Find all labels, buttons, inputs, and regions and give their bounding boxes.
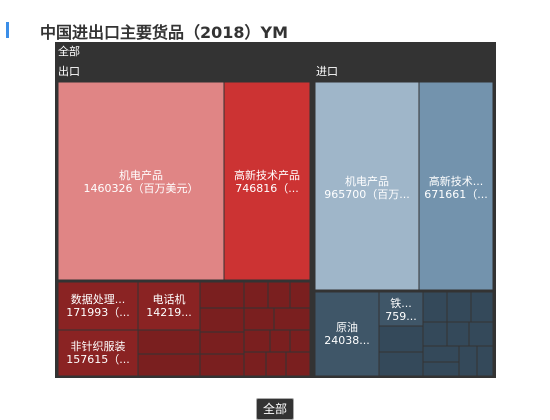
tile-label-value: 24038... [324, 334, 369, 347]
tile-export-small[interactable] [137, 329, 201, 355]
tile-import-small[interactable] [378, 351, 424, 377]
tile-label-value: 671661（... [424, 188, 487, 201]
tile-export-small[interactable] [243, 307, 275, 331]
tile-import-small[interactable] [470, 291, 494, 323]
tile-import-small[interactable] [446, 291, 472, 323]
tile-label-value: 759... [385, 310, 417, 323]
tile-label-name: 原油 [336, 320, 358, 334]
tile-import-0[interactable] [314, 81, 420, 291]
tile-export-4[interactable] [57, 329, 139, 377]
tile-export-small[interactable] [267, 281, 291, 309]
tile-label-name: 机电产品 [345, 174, 389, 188]
tile-label-name: 非针织服装 [71, 339, 126, 353]
tile-label-value: 14219... [146, 306, 191, 319]
tile-label-name: 机电产品 [119, 168, 163, 182]
tile-export-1[interactable] [223, 81, 311, 281]
tile-label-name: 高新技术产品 [234, 168, 300, 182]
tile-import-small[interactable] [458, 345, 478, 377]
tile-export-small[interactable] [285, 351, 311, 377]
tile-import-small[interactable] [378, 325, 424, 353]
tile-export-2[interactable] [57, 281, 139, 331]
tile-export-small[interactable] [265, 351, 287, 377]
tile-label-value: 157615（... [66, 353, 129, 366]
tile-export-small[interactable] [137, 353, 201, 377]
title-accent-bar [6, 22, 9, 38]
tile-label-value: 1460326（百万美元） [84, 182, 199, 195]
tile-import-small[interactable] [422, 321, 448, 347]
tile-label-name: 铁... [390, 297, 412, 310]
tile-export-small[interactable] [243, 351, 267, 377]
tile-import-small[interactable] [422, 361, 460, 377]
group-label-import: 进口 [316, 65, 338, 78]
tile-export-small[interactable] [243, 329, 271, 353]
tile-export-small[interactable] [289, 281, 311, 309]
tile-export-small[interactable] [199, 353, 245, 377]
tile-export-small[interactable] [269, 329, 291, 353]
root-label: 全部 [58, 44, 80, 58]
tile-label-value: 171993（... [66, 306, 129, 319]
tile-export-small[interactable] [289, 329, 311, 353]
tile-label-name: 高新技术... [429, 174, 484, 188]
tile-import-small[interactable] [422, 345, 460, 363]
tile-import-small[interactable] [468, 321, 494, 347]
tile-export-0[interactable] [57, 81, 225, 281]
tile-export-small[interactable] [273, 307, 311, 331]
tile-export-small[interactable] [199, 307, 245, 333]
tile-export-small[interactable] [199, 281, 245, 309]
tile-import-small[interactable] [422, 291, 448, 323]
chart-title: 中国进出口主要货品（2018）YM [40, 23, 289, 42]
breadcrumb-root-button[interactable]: 全部 [256, 398, 295, 420]
tile-label-name: 数据处理... [71, 292, 126, 306]
tile-import-3[interactable] [378, 291, 424, 327]
tile-label-name: 电话机 [153, 292, 186, 306]
group-label-export: 出口 [58, 64, 80, 78]
tile-import-small[interactable] [446, 321, 470, 347]
tile-label-value: 746816（... [235, 182, 298, 195]
tile-label-value: 965700（百万... [324, 188, 409, 201]
tile-import-small[interactable] [476, 345, 494, 377]
tile-export-small[interactable] [199, 331, 245, 355]
tile-export-small[interactable] [243, 281, 269, 309]
tile-import-1[interactable] [418, 81, 494, 291]
